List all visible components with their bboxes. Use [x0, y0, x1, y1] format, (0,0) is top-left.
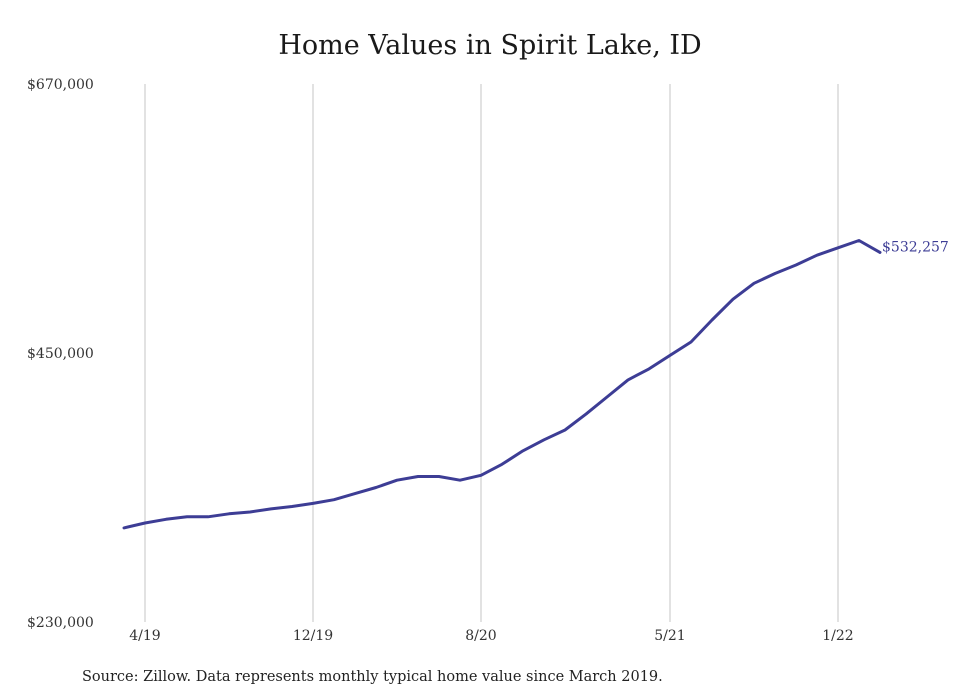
x-tick-label: 4/19: [129, 628, 160, 644]
x-tick-label: 12/19: [293, 628, 333, 644]
y-tick-label: $230,000: [27, 615, 94, 631]
series-line: [122, 239, 882, 530]
x-axis: 4/19 12/19 8/20 5/21 1/22: [129, 628, 853, 644]
series-layer: $532,257: [122, 239, 949, 530]
x-tick-label: 5/21: [654, 628, 685, 644]
gridlines: [144, 84, 839, 622]
y-tick-label: $670,000: [27, 77, 94, 93]
source-note: Source: Zillow. Data represents monthly …: [82, 669, 663, 685]
x-tick-label: 1/22: [822, 628, 853, 644]
y-axis: $670,000 $450,000 $230,000: [27, 77, 94, 631]
chart-title: Home Values in Spirit Lake, ID: [278, 30, 702, 61]
x-tick-label: 8/20: [465, 628, 496, 644]
y-tick-label: $450,000: [27, 346, 94, 362]
end-value-label: $532,257: [882, 239, 949, 255]
